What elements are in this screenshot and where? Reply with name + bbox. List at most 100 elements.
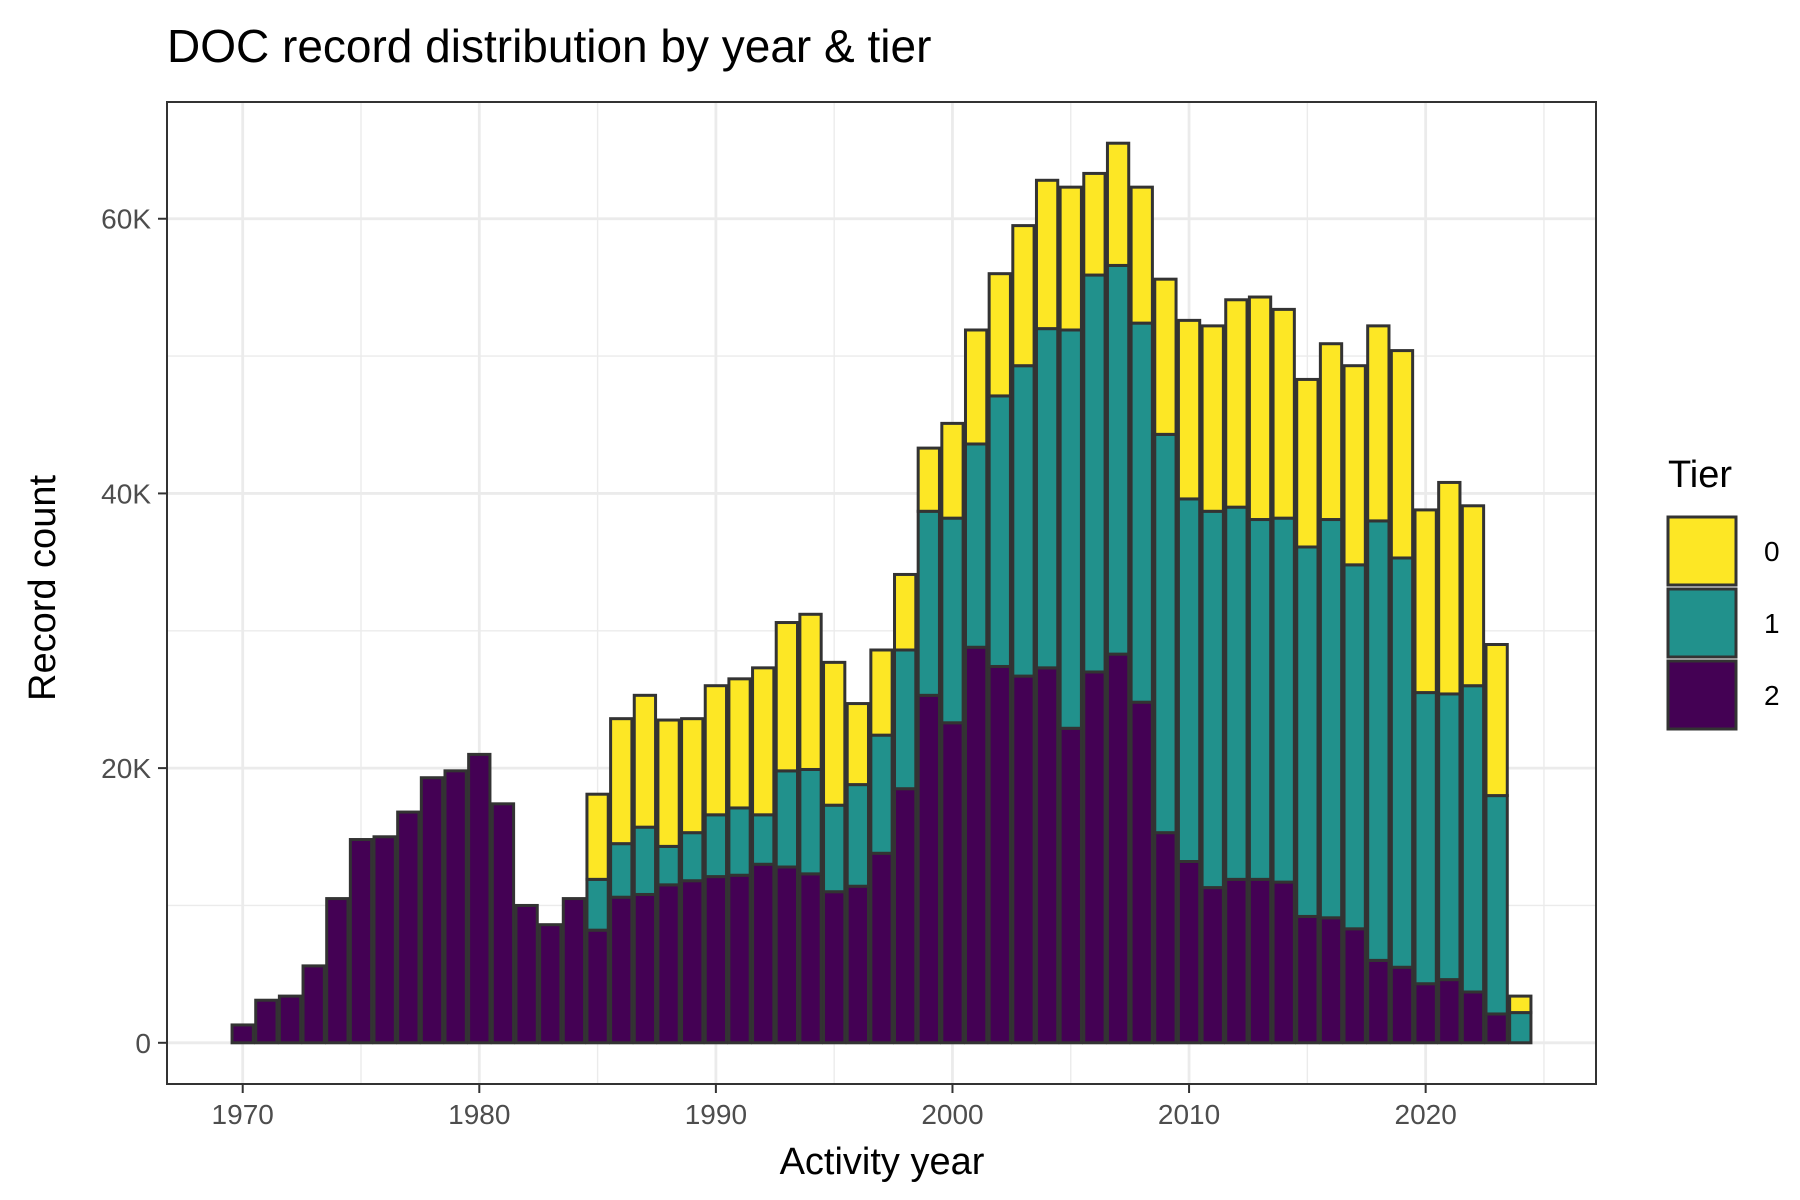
bar-2012-tier-2: [1224, 877, 1249, 1045]
bar-2010-tier-0: [1176, 318, 1202, 501]
bar-2016-tier-2: [1318, 916, 1344, 1045]
x-tick-label: 2020: [1395, 1099, 1457, 1130]
bar-1998-tier-2: [893, 787, 918, 1045]
bar-2018-tier-1: [1366, 519, 1391, 962]
bar-2019-tier-2: [1389, 965, 1415, 1045]
chart-title: DOC record distribution by year & tier: [167, 20, 931, 72]
bar-2000-tier-2: [940, 721, 965, 1045]
bar-2021-tier-1: [1437, 692, 1462, 982]
x-tick-label: 1980: [448, 1099, 510, 1130]
bar-2004-tier-1: [1034, 327, 1060, 670]
bar-1994-tier-1: [798, 767, 823, 876]
bar-1971-tier-2: [254, 998, 279, 1045]
bar-1986-tier-2: [609, 895, 634, 1045]
bar-1988-tier-1: [656, 844, 681, 887]
bar-2021-tier-0: [1437, 480, 1462, 696]
bar-2000-tier-0: [940, 421, 965, 520]
bar-1992-tier-1: [751, 813, 776, 866]
bar-1987-tier-1: [632, 825, 658, 896]
bar-1985-tier-1: [585, 877, 610, 932]
bar-1987-tier-0: [632, 693, 658, 829]
bar-2020-tier-2: [1413, 982, 1438, 1045]
bar-2001-tier-0: [963, 328, 989, 446]
bar-2015-tier-2: [1295, 914, 1320, 1045]
bar-2000-tier-1: [940, 516, 965, 725]
legend-label-tier-1: 1: [1764, 608, 1780, 639]
bar-2003-tier-1: [1011, 364, 1036, 678]
bar-2016-tier-0: [1318, 342, 1344, 522]
bar-2015-tier-1: [1295, 545, 1320, 918]
x-tick-label: 2010: [1158, 1099, 1220, 1130]
bar-2009-tier-0: [1153, 277, 1178, 436]
bar-2024-tier-0: [1508, 994, 1533, 1015]
bar-2009-tier-1: [1153, 432, 1178, 835]
bar-2005-tier-1: [1058, 328, 1083, 730]
bar-2020-tier-0: [1413, 508, 1438, 695]
bar-1996-tier-0: [845, 702, 870, 787]
bar-2010-tier-2: [1176, 860, 1202, 1045]
bar-1997-tier-1: [869, 733, 894, 855]
y-tick-label: 40K: [101, 478, 151, 509]
bar-2006-tier-1: [1082, 273, 1107, 674]
bar-1999-tier-0: [916, 446, 941, 513]
bar-2014-tier-0: [1271, 307, 1296, 520]
bar-1970-tier-2: [230, 1023, 255, 1045]
bar-1991-tier-0: [727, 677, 752, 810]
bars: [230, 141, 1533, 1045]
bar-1979-tier-2: [443, 769, 468, 1045]
bar-1977-tier-2: [396, 810, 421, 1045]
bar-2015-tier-0: [1295, 377, 1320, 549]
bar-1992-tier-0: [751, 666, 776, 817]
y-tick-label: 60K: [101, 204, 151, 235]
bar-2021-tier-2: [1437, 978, 1462, 1045]
bar-2010-tier-1: [1176, 497, 1202, 864]
bar-2019-tier-1: [1389, 556, 1415, 969]
bar-2006-tier-0: [1082, 171, 1107, 277]
bar-2005-tier-2: [1058, 726, 1083, 1045]
bar-1998-tier-1: [893, 648, 918, 791]
legend-label-tier-0: 0: [1764, 536, 1780, 567]
bar-1993-tier-1: [774, 769, 800, 869]
bar-2023-tier-0: [1484, 643, 1509, 798]
bar-2002-tier-1: [987, 394, 1012, 668]
bar-1997-tier-2: [869, 851, 894, 1045]
bar-1997-tier-0: [869, 648, 894, 737]
bar-2008-tier-2: [1129, 700, 1154, 1045]
bar-2007-tier-0: [1105, 141, 1131, 267]
bar-2012-tier-0: [1224, 298, 1249, 509]
bar-2023-tier-1: [1484, 794, 1509, 1016]
legend: Tier 0 1 2: [1666, 454, 1780, 731]
bar-2022-tier-1: [1460, 684, 1486, 994]
bar-2022-tier-0: [1460, 504, 1486, 688]
bar-2008-tier-1: [1129, 321, 1154, 704]
bar-2020-tier-1: [1413, 691, 1438, 986]
y-tick-label: 20K: [101, 753, 151, 784]
bar-2017-tier-2: [1342, 927, 1367, 1045]
bar-1992-tier-2: [751, 862, 776, 1045]
bar-1989-tier-0: [680, 717, 705, 835]
legend-title: Tier: [1668, 454, 1732, 496]
legend-key-tier-2: [1666, 659, 1738, 731]
bar-1982-tier-2: [514, 903, 539, 1045]
y-tick-label: 0: [135, 1028, 151, 1059]
bar-2012-tier-1: [1224, 505, 1249, 881]
bar-1980-tier-2: [467, 752, 492, 1045]
bar-2002-tier-0: [987, 272, 1012, 398]
bar-2016-tier-1: [1318, 518, 1344, 920]
bar-1985-tier-0: [585, 792, 610, 881]
bar-2022-tier-2: [1460, 990, 1486, 1045]
bar-1994-tier-2: [798, 872, 823, 1045]
bar-2011-tier-0: [1200, 324, 1225, 513]
bar-1989-tier-1: [680, 831, 705, 883]
y-axis-title: Record count: [22, 475, 64, 701]
panel-border-rect: [166, 101, 1597, 1085]
bar-2009-tier-2: [1153, 831, 1178, 1045]
bar-1993-tier-0: [774, 621, 800, 773]
bar-1988-tier-2: [656, 883, 681, 1045]
x-axis-title: Activity year: [780, 1141, 985, 1183]
bar-1998-tier-0: [893, 572, 918, 652]
x-tick-label: 1970: [212, 1099, 274, 1130]
bar-1990-tier-2: [703, 875, 729, 1045]
bar-1972-tier-2: [277, 994, 303, 1045]
